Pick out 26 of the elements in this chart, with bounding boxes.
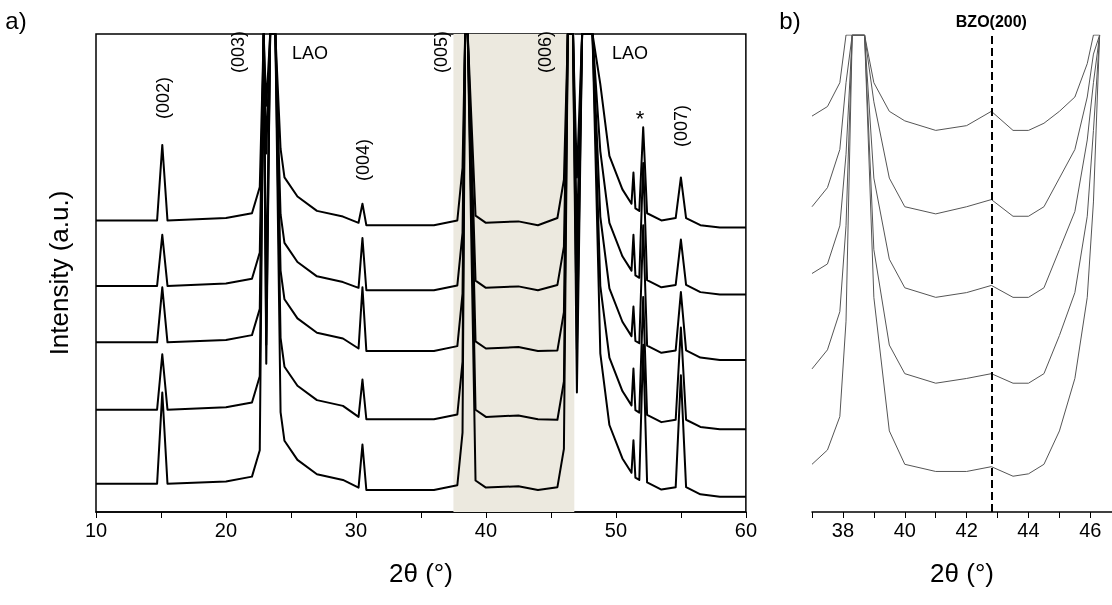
annotation: * — [635, 105, 645, 131]
text: a) — [5, 6, 27, 34]
text: b) — [779, 6, 801, 34]
x-axis-title: 2θ (°) — [930, 558, 994, 588]
annotation: (007) — [671, 104, 691, 148]
annotation: (003) — [228, 30, 248, 74]
annotation: (006) — [535, 30, 555, 74]
x-tick-label: 60 — [734, 519, 757, 541]
ref-line-label: BZO(200) — [955, 12, 1027, 30]
x-tick-label: 50 — [604, 519, 628, 541]
x-tick-label: 40 — [893, 519, 916, 541]
annotation: (004) — [353, 138, 373, 182]
x-tick-label: 10 — [84, 519, 108, 541]
x-tick-label: 30 — [344, 519, 368, 541]
annotation: (005) — [431, 30, 451, 74]
annotation: (002) — [153, 76, 173, 120]
x-tick-label: 44 — [1017, 519, 1040, 541]
x-tick-label: 40 — [474, 519, 498, 541]
x-axis-title: 2θ (°) — [389, 558, 453, 588]
x-tick-label: 46 — [1079, 519, 1102, 541]
annotation: LAO — [291, 43, 329, 63]
annotation: LAO — [611, 43, 649, 63]
y-axis-title: Intensity (a.u.) — [44, 190, 74, 356]
x-tick-label: 20 — [214, 519, 238, 541]
x-tick-label: 42 — [955, 519, 978, 541]
x-tick-label: 38 — [831, 519, 855, 541]
